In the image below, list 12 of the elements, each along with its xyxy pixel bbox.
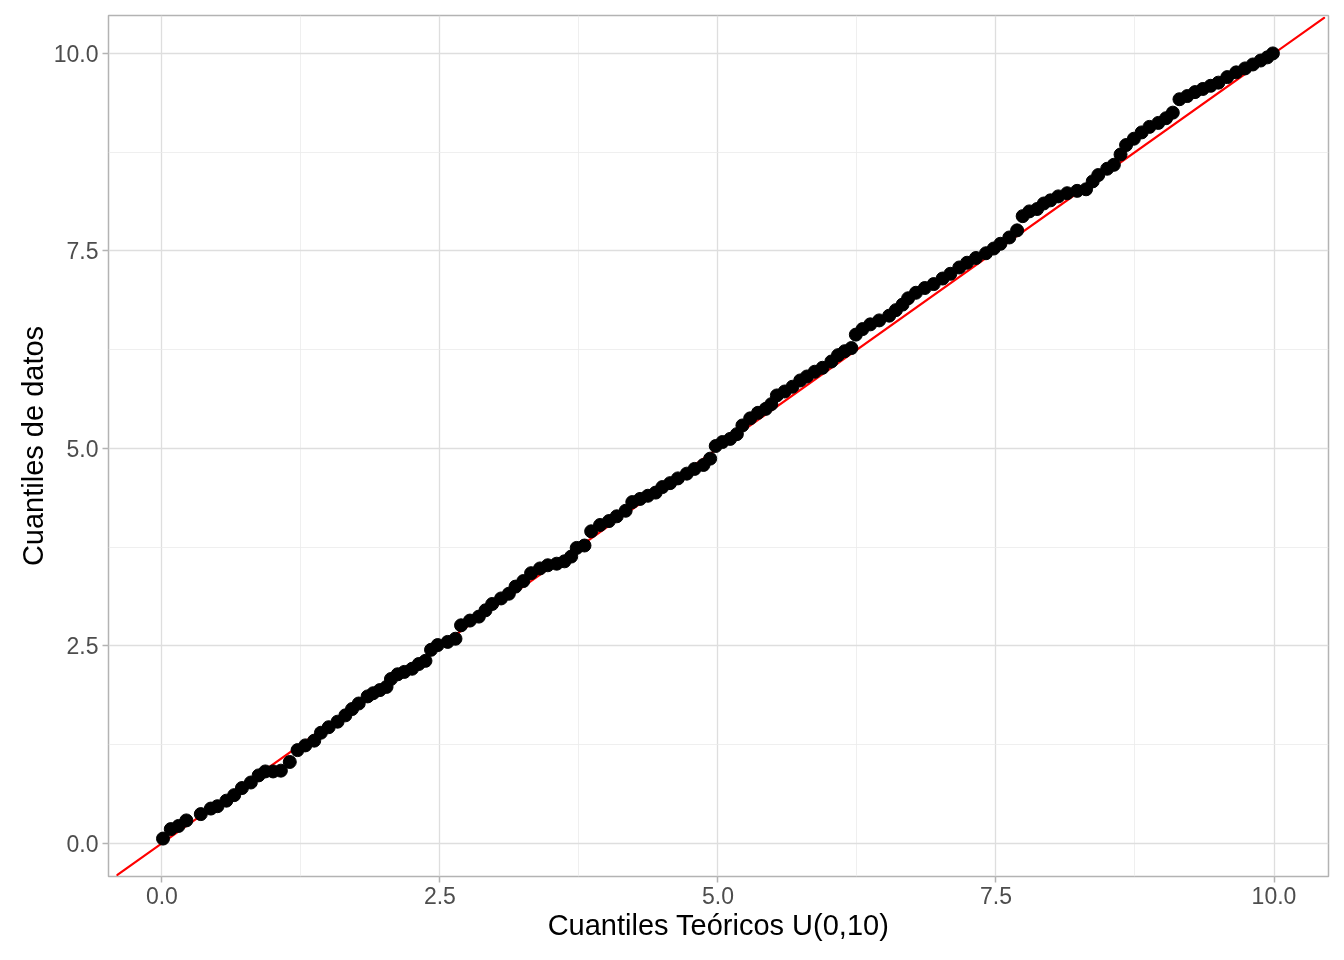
- x-tick-label: 2.5: [423, 882, 456, 909]
- x-tick-label: 0.0: [145, 882, 178, 909]
- y-axis-title: Cuantiles de datos: [16, 325, 49, 567]
- y-tick-label: 7.5: [66, 238, 99, 265]
- x-tick-label: 5.0: [701, 882, 734, 909]
- y-tick-label: 5.0: [66, 435, 99, 462]
- y-tick-label: 0.0: [66, 830, 99, 857]
- x-tick-label: 10.0: [1251, 882, 1297, 909]
- y-tick-label: 2.5: [66, 633, 99, 660]
- x-axis-title: Cuantiles Teóricos U(0,10): [547, 908, 889, 941]
- y-tick-label: 10.0: [53, 40, 99, 67]
- x-tick-label: 7.5: [979, 882, 1012, 909]
